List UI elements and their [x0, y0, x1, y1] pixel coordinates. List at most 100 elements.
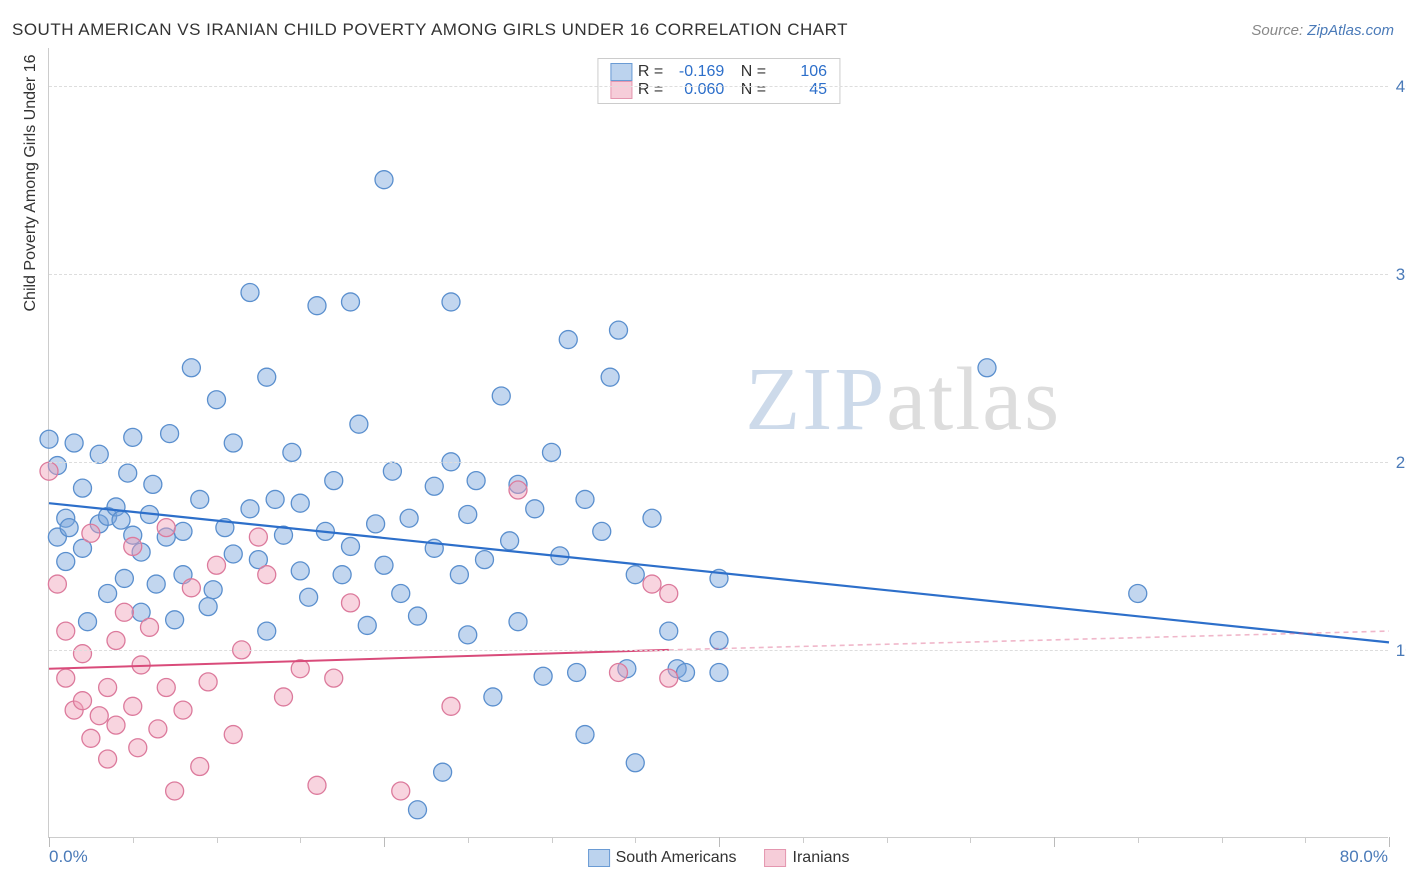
- scatter-point: [74, 479, 92, 497]
- scatter-point: [677, 663, 695, 681]
- scatter-point: [978, 359, 996, 377]
- legend-label-2: Iranians: [793, 849, 850, 866]
- scatter-point: [224, 726, 242, 744]
- scatter-point: [82, 729, 100, 747]
- scatter-point: [442, 293, 460, 311]
- chart-title: SOUTH AMERICAN VS IRANIAN CHILD POVERTY …: [12, 20, 848, 40]
- scatter-point: [57, 669, 75, 687]
- scatter-point: [291, 562, 309, 580]
- scatter-point: [157, 679, 175, 697]
- scatter-point: [450, 566, 468, 584]
- scatter-point: [90, 707, 108, 725]
- scatter-point: [342, 293, 360, 311]
- y-axis-title: Child Poverty Among Girls Under 16: [22, 55, 40, 312]
- legend-label-1: South Americans: [616, 849, 737, 866]
- scatter-point: [400, 509, 418, 527]
- scatter-point: [350, 415, 368, 433]
- scatter-point: [576, 726, 594, 744]
- scatter-point: [107, 632, 125, 650]
- scatter-point: [99, 750, 117, 768]
- scatter-point: [224, 545, 242, 563]
- scatter-point: [392, 584, 410, 602]
- scatter-point: [300, 588, 318, 606]
- source-link[interactable]: ZipAtlas.com: [1307, 22, 1394, 39]
- scatter-point: [409, 801, 427, 819]
- scatter-point: [610, 321, 628, 339]
- scatter-point: [258, 622, 276, 640]
- scatter-point: [492, 387, 510, 405]
- scatter-point: [249, 528, 267, 546]
- scatter-point: [626, 566, 644, 584]
- scatter-point: [325, 669, 343, 687]
- scatter-point: [501, 532, 519, 550]
- scatter-point: [660, 584, 678, 602]
- scatter-point: [166, 611, 184, 629]
- x-tick-minor: [635, 837, 636, 843]
- scatter-point: [204, 581, 222, 599]
- x-tick-major: [719, 837, 720, 847]
- scatter-point: [626, 754, 644, 772]
- scatter-point: [182, 579, 200, 597]
- y-tick-label: 30.0%: [1396, 265, 1406, 285]
- scatter-point: [157, 519, 175, 537]
- scatter-point: [115, 603, 133, 621]
- scatter-point: [534, 667, 552, 685]
- scatter-point: [325, 472, 343, 490]
- scatter-point: [149, 720, 167, 738]
- scatter-point: [434, 763, 452, 781]
- scatter-point: [660, 622, 678, 640]
- gridline-h: 10.0%: [49, 650, 1388, 651]
- scatter-point: [199, 598, 217, 616]
- scatter-point: [266, 490, 284, 508]
- gridline-h: 30.0%: [49, 274, 1388, 275]
- trend-line: [49, 503, 1389, 642]
- scatter-point: [476, 551, 494, 569]
- scatter-point: [509, 613, 527, 631]
- scatter-point: [79, 613, 97, 631]
- scatter-point: [258, 368, 276, 386]
- scatter-point: [308, 297, 326, 315]
- scatter-point: [1129, 584, 1147, 602]
- x-tick-major: [384, 837, 385, 847]
- scatter-point: [182, 359, 200, 377]
- scatter-point: [241, 284, 259, 302]
- x-tick-minor: [887, 837, 888, 843]
- scatter-point: [275, 688, 293, 706]
- scatter-point: [124, 428, 142, 446]
- x-tick-minor: [1138, 837, 1139, 843]
- scatter-point: [308, 776, 326, 794]
- scatter-point: [467, 472, 485, 490]
- trend-line-extrapolated: [669, 631, 1389, 650]
- plot-area: ZIPatlas R = -0.169 N = 106 R = 0.060 N …: [48, 48, 1388, 838]
- scatter-point: [224, 434, 242, 452]
- scatter-point: [208, 556, 226, 574]
- scatter-point: [141, 618, 159, 636]
- scatter-point: [199, 673, 217, 691]
- scatter-point: [40, 430, 58, 448]
- scatter-point: [191, 758, 209, 776]
- x-tick-major: [1054, 837, 1055, 847]
- scatter-point: [191, 490, 209, 508]
- scatter-point: [442, 697, 460, 715]
- scatter-point: [375, 171, 393, 189]
- scatter-point: [643, 509, 661, 527]
- scatter-point: [367, 515, 385, 533]
- scatter-point: [409, 607, 427, 625]
- scatter-point: [610, 663, 628, 681]
- x-tick-minor: [970, 837, 971, 843]
- scatter-point: [710, 663, 728, 681]
- scatter-point: [112, 511, 130, 529]
- scatter-point: [375, 556, 393, 574]
- x-tick-major: [1389, 837, 1390, 847]
- scatter-point: [124, 697, 142, 715]
- scatter-point: [57, 622, 75, 640]
- scatter-point: [291, 494, 309, 512]
- chart-header: SOUTH AMERICAN VS IRANIAN CHILD POVERTY …: [12, 20, 1394, 40]
- scatter-point: [241, 500, 259, 518]
- x-axis-min-label: 0.0%: [49, 847, 88, 867]
- x-tick-minor: [133, 837, 134, 843]
- x-tick-major: [49, 837, 50, 847]
- scatter-point: [40, 462, 58, 480]
- x-tick-minor: [552, 837, 553, 843]
- scatter-point: [392, 782, 410, 800]
